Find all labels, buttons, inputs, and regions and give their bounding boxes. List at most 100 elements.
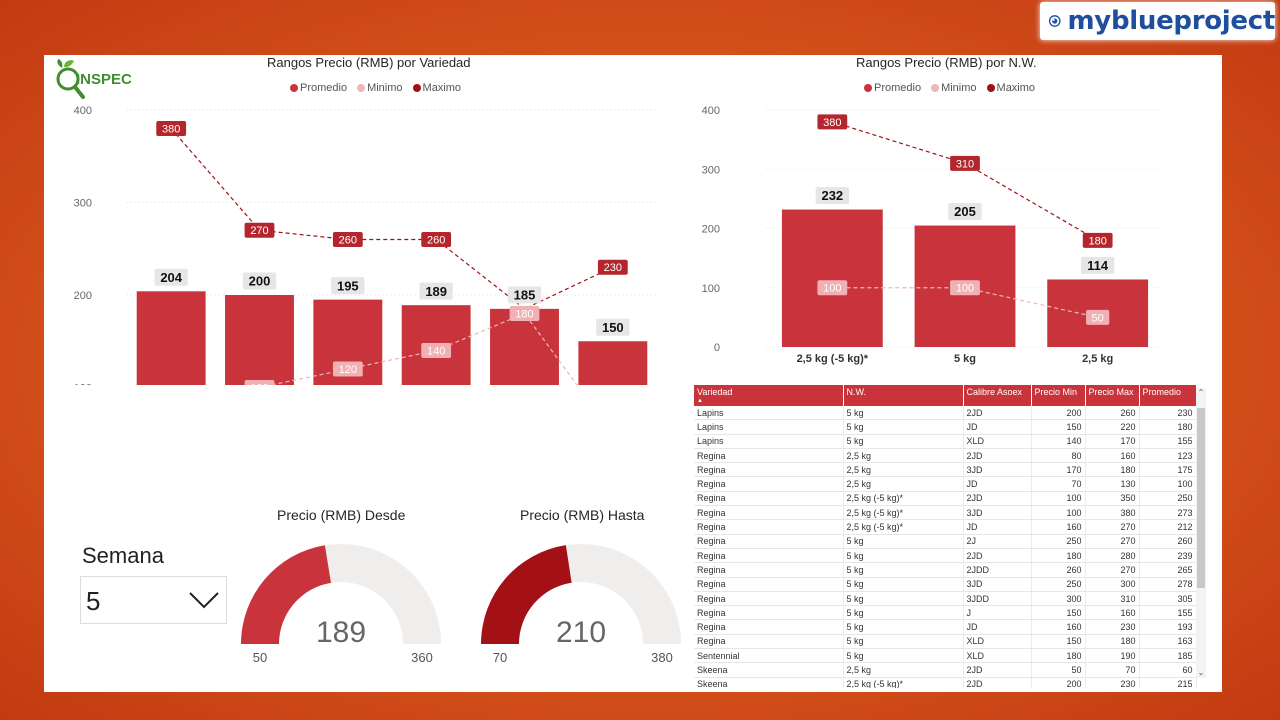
data-label-promedio-box — [242, 272, 277, 290]
table-cell: 250 — [1031, 534, 1086, 549]
table-cell: 3JDD — [963, 591, 1032, 607]
data-label-minimo-text: 100 — [250, 382, 268, 385]
table-row[interactable]: Regina 2,5 kg (-5 kg)* 3JD 100 380 273 — [694, 505, 1197, 521]
table-cell: 160 — [1085, 605, 1140, 621]
legend-item-promedio[interactable]: Promedio — [290, 82, 347, 94]
table-cell: 2,5 kg (-5 kg)* — [843, 505, 964, 521]
scroll-up-icon[interactable]: ⌃ — [1197, 388, 1205, 397]
semana-dropdown[interactable]: 5 — [80, 576, 227, 624]
table-cell: 180 — [1085, 634, 1140, 650]
legend-item-minimo[interactable]: Minimo — [931, 82, 977, 94]
data-label-minimo-text: 180 — [515, 308, 533, 320]
column-header-precio-min[interactable]: Precio Min — [1031, 385, 1086, 406]
data-label-maximo: 380 — [817, 114, 848, 130]
table-cell: 212 — [1139, 519, 1197, 535]
table-row[interactable]: Regina 2,5 kg (-5 kg)* 2JD 100 350 250 — [694, 491, 1197, 507]
table-row[interactable]: Lapins 5 kg 2JD 200 260 230 — [694, 406, 1197, 421]
column-header-nw[interactable]: N.W. — [843, 385, 964, 406]
table-cell: 70 — [1085, 662, 1140, 678]
table-cell: 273 — [1139, 505, 1197, 521]
data-label-maximo-box — [817, 114, 848, 130]
scroll-thumb[interactable] — [1197, 408, 1205, 588]
column-header-precio-max[interactable]: Precio Max — [1085, 385, 1140, 406]
brand-logo: myblueproject — [1040, 2, 1275, 40]
table-row[interactable]: Regina 5 kg JD 160 230 193 — [694, 619, 1197, 635]
report-panel: INSPEC Rangos Precio (RMB) por Variedad … — [44, 55, 1222, 692]
table-row[interactable]: Sentennial 5 kg XLD 180 190 185 — [694, 648, 1197, 664]
data-label-maximo-text: 380 — [823, 117, 841, 129]
column-header-calibre[interactable]: Calibre Asoex — [963, 385, 1032, 406]
table-row[interactable]: Regina 5 kg 3JD 250 300 278 — [694, 577, 1197, 592]
legend-item-promedio[interactable]: Promedio — [864, 82, 921, 94]
table-cell: 239 — [1139, 548, 1197, 564]
legend-item-maximo[interactable]: Maximo — [412, 82, 461, 94]
table-cell: Regina — [694, 619, 844, 635]
data-label-minimo: 120 — [332, 361, 363, 377]
data-label-maximo: 380 — [156, 121, 187, 136]
table-cell: 5 kg — [843, 406, 964, 421]
chevron-down-icon[interactable] — [188, 585, 220, 613]
table-cell: Regina — [694, 505, 844, 521]
semana-slicer-label: Semana — [82, 543, 164, 568]
table-cell: 5 kg — [843, 562, 964, 578]
table-row[interactable]: Regina 5 kg 2JD 180 280 239 — [694, 548, 1197, 564]
x-tick-label: 5 kg — [954, 353, 976, 365]
table-row[interactable]: Skeena 2,5 kg (-5 kg)* 2JD 200 230 215 — [694, 677, 1197, 688]
table-row[interactable]: Regina 2,5 kg JD 70 130 100 — [694, 476, 1197, 492]
table-cell: 150 — [1031, 634, 1086, 650]
gauge-desde-value: 189 — [316, 616, 366, 649]
table-cell: 265 — [1139, 562, 1197, 578]
table-cell: 5 kg — [843, 434, 964, 449]
column-header-variedad[interactable]: Variedad ▲ — [694, 385, 844, 406]
bar-promedio[interactable] — [781, 209, 883, 347]
table-row[interactable]: Regina 5 kg 3JDD 300 310 305 — [694, 591, 1197, 607]
table-cell: 123 — [1139, 448, 1197, 464]
column-header-promedio[interactable]: Promedio — [1139, 385, 1197, 406]
table-row[interactable]: Lapins 5 kg XLD 140 170 155 — [694, 434, 1197, 449]
gauge-hasta-fill — [481, 545, 572, 644]
data-label-maximo-text: 180 — [1088, 235, 1106, 247]
table-cell: 160 — [1031, 519, 1086, 535]
table-cell: 163 — [1139, 634, 1197, 650]
table-row[interactable]: Regina 5 kg J 150 160 155 — [694, 605, 1197, 621]
table-cell: 60 — [1139, 662, 1197, 678]
inspec-logo-text: INSPEC — [76, 71, 132, 88]
table-cell: Regina — [694, 634, 844, 650]
chart2-title: Rangos Precio (RMB) por N.W. — [856, 55, 1037, 70]
table-row[interactable]: Lapins 5 kg JD 150 220 180 — [694, 419, 1197, 435]
legend-item-maximo[interactable]: Maximo — [986, 82, 1035, 94]
table-cell: Regina — [694, 577, 844, 592]
table-row[interactable]: Regina 2,5 kg 2JD 80 160 123 — [694, 448, 1197, 464]
table-cell: 150 — [1031, 605, 1086, 621]
table-row[interactable]: Regina 5 kg 2J 250 270 260 — [694, 534, 1197, 549]
data-label-maximo-text: 230 — [604, 262, 622, 274]
table-row[interactable]: Skeena 2,5 kg 2JD 50 70 60 — [694, 662, 1197, 678]
data-label-promedio: 204 — [154, 268, 188, 286]
data-label-maximo-text: 310 — [956, 158, 974, 170]
bar-promedio[interactable] — [490, 308, 559, 385]
table-row[interactable]: Regina 5 kg 2JDD 260 270 265 — [694, 562, 1197, 578]
table-scrollbar[interactable]: ⌃ ⌄ — [1196, 388, 1206, 678]
table-cell: 3JD — [963, 577, 1032, 592]
table-row[interactable]: Regina 2,5 kg 3JD 170 180 175 — [694, 462, 1197, 478]
table-cell: 270 — [1085, 534, 1140, 549]
bar-promedio[interactable] — [136, 291, 206, 385]
table-cell: 140 — [1031, 434, 1086, 449]
table-cell: 3JD — [963, 462, 1032, 478]
table-row[interactable]: Regina 5 kg XLD 150 180 163 — [694, 634, 1197, 650]
table-cell: 50 — [1031, 662, 1086, 678]
table-cell: Regina — [694, 548, 844, 564]
data-label-maximo: 180 — [1082, 232, 1113, 248]
scroll-down-icon[interactable]: ⌄ — [1197, 668, 1205, 677]
legend-item-minimo[interactable]: Minimo — [357, 82, 403, 94]
data-label-promedio-box — [948, 203, 982, 221]
table-cell: 250 — [1031, 577, 1086, 592]
semana-dropdown-value: 5 — [86, 586, 101, 616]
x-tick-label: 2,5 kg — [1082, 353, 1113, 365]
table-row[interactable]: Regina 2,5 kg (-5 kg)* JD 160 270 212 — [694, 519, 1197, 535]
y-tick-label: 400 — [74, 105, 92, 117]
data-label-promedio-box — [596, 318, 630, 336]
bar-promedio[interactable] — [578, 341, 648, 385]
bar-promedio[interactable] — [225, 295, 294, 385]
table-cell: 5 kg — [843, 548, 964, 564]
